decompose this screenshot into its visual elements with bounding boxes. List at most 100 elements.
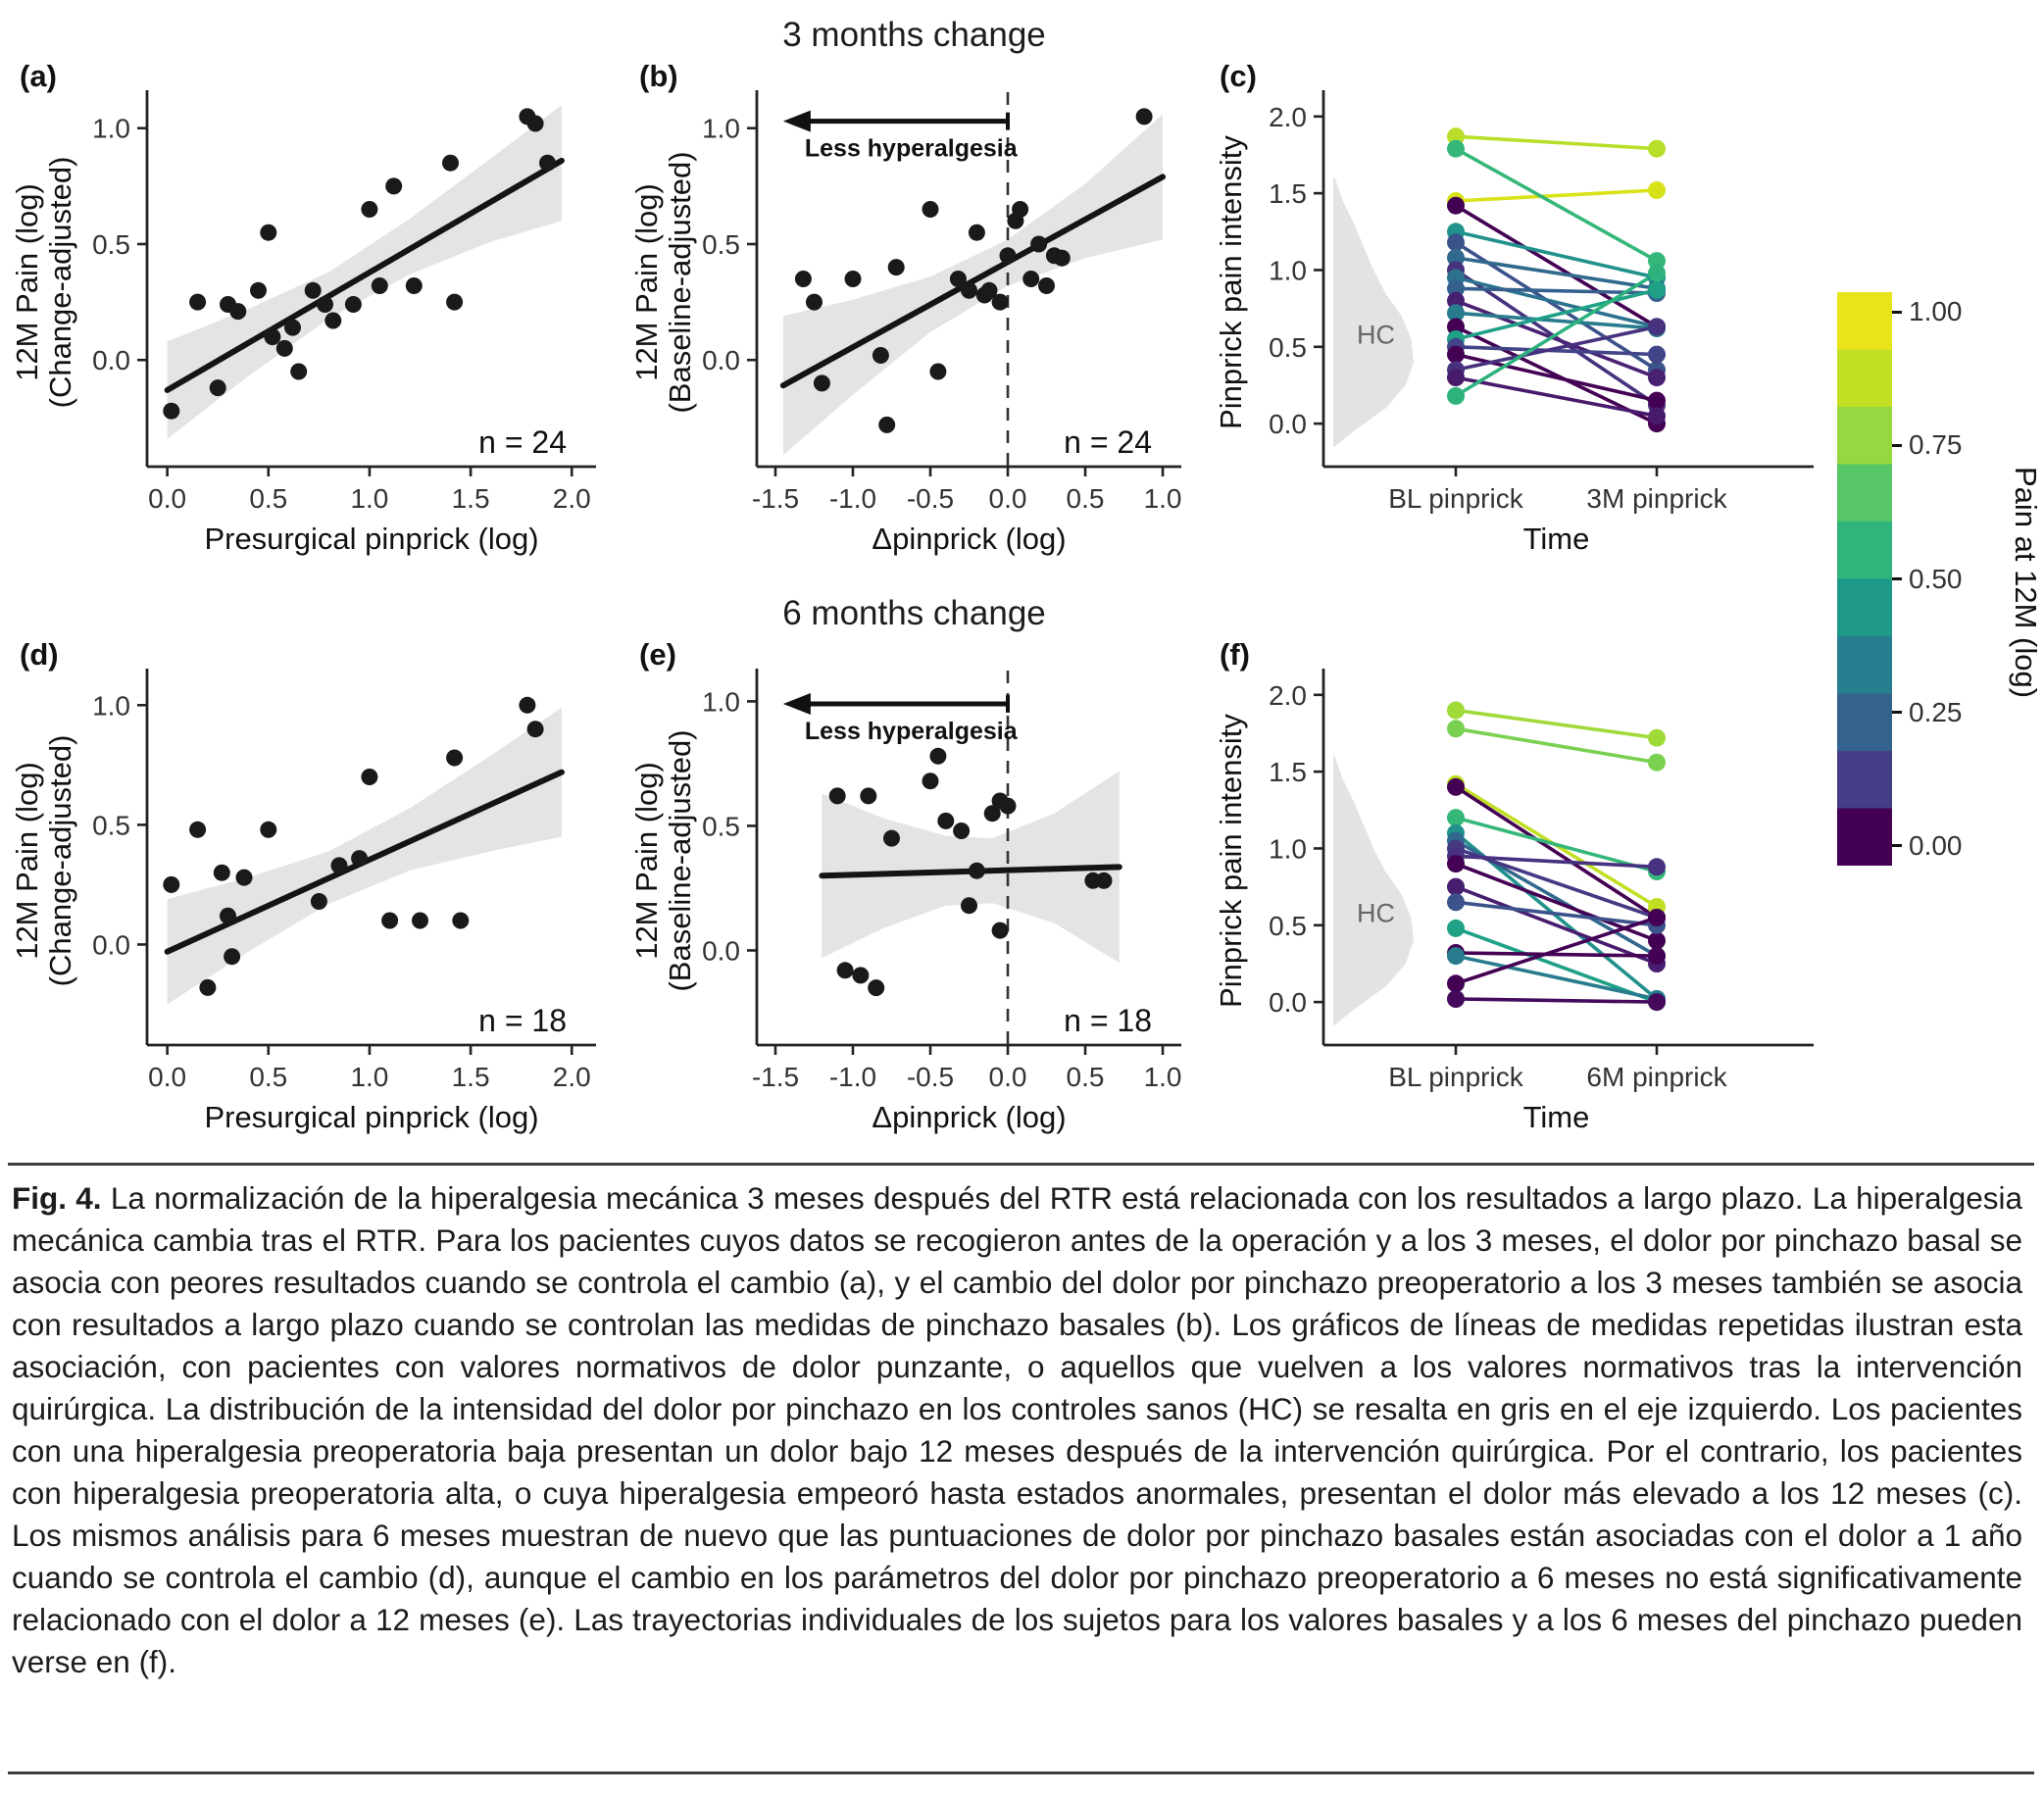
- data-point: [1447, 777, 1465, 796]
- data-point: [961, 897, 977, 915]
- panel-c-subject-points: [1447, 127, 1666, 433]
- colorbar-gradient: [1837, 292, 1892, 866]
- data-point: [949, 271, 967, 287]
- data-point: [330, 857, 348, 874]
- svg-text:1.5: 1.5: [1269, 757, 1307, 787]
- data-point: [229, 303, 247, 321]
- svg-text:0.0: 0.0: [92, 929, 130, 960]
- svg-text:0.5: 0.5: [249, 483, 287, 514]
- data-point: [1648, 858, 1666, 876]
- data-point: [1053, 249, 1071, 267]
- data-point: [852, 967, 870, 984]
- data-point: [980, 281, 998, 299]
- data-point: [405, 277, 423, 294]
- data-point: [446, 293, 464, 311]
- colorbar-tick-label: 0.50: [1909, 563, 1963, 594]
- data-point: [317, 296, 333, 313]
- svg-text:BL pinprick: BL pinprick: [1388, 483, 1523, 514]
- panel-f-subject-lines: [1454, 708, 1659, 1004]
- data-point: [1648, 407, 1666, 425]
- data-point: [351, 850, 369, 868]
- data-point: [1135, 108, 1153, 125]
- data-point: [163, 875, 180, 893]
- data-point: [1095, 872, 1113, 889]
- row1-title: 3 months change: [782, 16, 1046, 54]
- colorbar-tick-mark: [1892, 577, 1902, 580]
- data-point: [1648, 280, 1666, 299]
- data-point: [412, 912, 428, 929]
- data-point: [1648, 345, 1666, 364]
- data-point: [953, 823, 971, 839]
- data-point: [213, 864, 230, 881]
- data-point: [983, 805, 1001, 823]
- data-point: [1447, 318, 1465, 336]
- data-point: [1648, 181, 1666, 199]
- data-point: [968, 862, 985, 879]
- less-hyperalgesia-label: Less hyperalgesia: [805, 718, 1019, 745]
- svg-text:6M pinprick: 6M pinprick: [1586, 1062, 1727, 1092]
- data-point: [1447, 345, 1465, 364]
- panel-a-xlabel: Presurgical pinprick (log): [204, 522, 538, 556]
- panel-d-chart: 0.0 0.5 1.0 0.0 0.5 1.0 1.5 2.0 Presurgical pinp…: [10, 637, 596, 1134]
- svg-text:0.0: 0.0: [148, 1062, 186, 1092]
- colorbar-tick-mark: [1892, 844, 1902, 848]
- data-point: [1447, 720, 1465, 738]
- data-point: [235, 869, 253, 886]
- data-point: [361, 201, 378, 218]
- data-point: [1447, 947, 1465, 966]
- data-point: [929, 363, 947, 380]
- panel-a-letter: (a): [20, 59, 57, 93]
- panel-e-axes: 0.0 0.5 1.0 -1.5 -1.0 -0.5 0.0 0.5 1.0: [702, 669, 1182, 1092]
- panel-e-letter: (e): [639, 637, 676, 672]
- data-point: [361, 769, 378, 785]
- colorbar-tick: 0.00: [1892, 830, 1963, 861]
- data-point: [1447, 990, 1465, 1008]
- data-point: [1648, 993, 1666, 1012]
- data-point: [883, 829, 900, 847]
- panel-a-ylabel: (Change-adjusted): [43, 157, 77, 409]
- svg-text:0.0: 0.0: [1269, 409, 1307, 439]
- panel-c-xlabel: Time: [1523, 522, 1590, 556]
- data-point: [836, 962, 854, 979]
- colorbar-tick-mark: [1892, 711, 1902, 714]
- data-point: [304, 281, 322, 299]
- data-point: [922, 773, 939, 790]
- panel-d-points: [163, 696, 544, 996]
- svg-text:0.5: 0.5: [1067, 1062, 1105, 1092]
- panel-c-subject-lines: [1454, 134, 1659, 425]
- panel-f-chart: HC 0.0 0.5 1.0 1.5 2.0 BL pinprick 6M pinprick T…: [1214, 637, 1814, 1134]
- data-point: [1648, 252, 1666, 271]
- data-point: [1648, 369, 1666, 387]
- data-point: [324, 312, 342, 329]
- data-point: [264, 328, 281, 346]
- data-point: [1012, 201, 1029, 218]
- colorbar-tick-mark: [1892, 310, 1902, 314]
- data-point: [371, 277, 388, 294]
- svg-text:2.0: 2.0: [1269, 680, 1307, 711]
- panel-c-chart: HC 0.0 0.5 1.0 1.5 2.0 BL pinprick 3M pinprick T…: [1214, 59, 1814, 556]
- svg-text:1.0: 1.0: [350, 1062, 388, 1092]
- svg-text:0.5: 0.5: [1269, 911, 1307, 941]
- data-point: [1648, 264, 1666, 282]
- data-point: [1447, 919, 1465, 937]
- colorbar-title: Pain at 12M (log): [2009, 466, 2043, 699]
- data-point: [961, 281, 977, 299]
- data-point: [519, 696, 536, 714]
- data-point: [209, 379, 226, 397]
- data-point: [526, 721, 544, 738]
- panel-d-xlabel: Presurgical pinprick (log): [204, 1100, 538, 1134]
- data-point: [887, 259, 905, 276]
- panel-f-subject-points: [1447, 701, 1666, 1012]
- svg-text:0.0: 0.0: [989, 1062, 1027, 1092]
- data-point: [260, 224, 277, 241]
- data-point: [968, 224, 985, 241]
- svg-text:1.5: 1.5: [452, 1062, 490, 1092]
- data-point: [1022, 271, 1040, 287]
- data-point: [199, 978, 217, 996]
- panel-b-ylabel: (Baseline-adjusted): [663, 151, 697, 413]
- data-point: [189, 821, 207, 838]
- panel-b-regression-line: [779, 174, 1167, 389]
- data-point: [1447, 855, 1465, 873]
- panel-b-ylabel: 12M Pain (log): [629, 183, 664, 381]
